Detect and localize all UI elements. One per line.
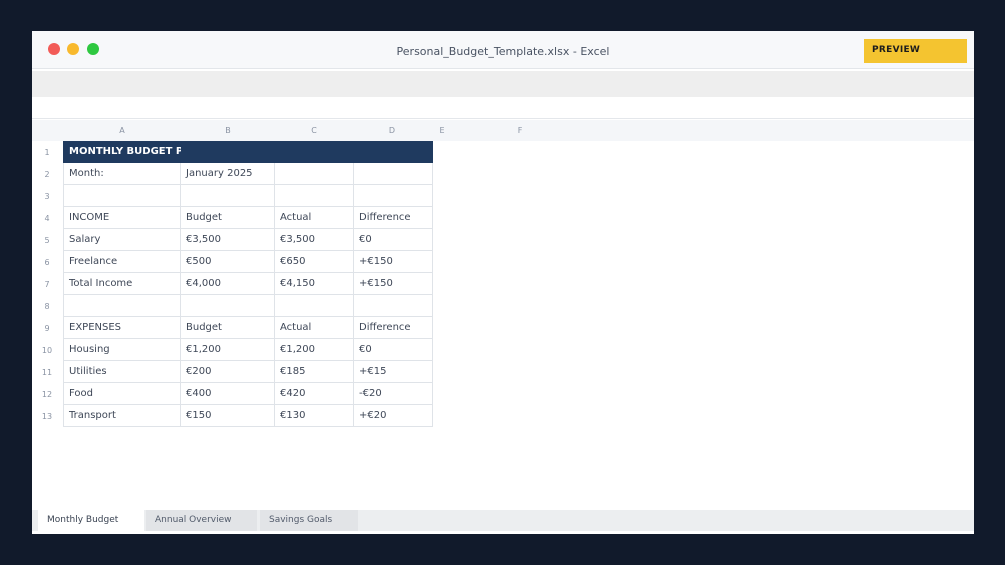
cell-difference-header[interactable]: Difference: [354, 207, 433, 229]
cell[interactable]: €3,500: [275, 229, 354, 251]
preview-badge[interactable]: PREVIEW: [864, 39, 967, 63]
cell[interactable]: Freelance: [63, 251, 181, 273]
column-header-c[interactable]: C: [311, 126, 317, 135]
cell[interactable]: [354, 295, 433, 317]
column-header-f[interactable]: F: [517, 126, 523, 135]
cell[interactable]: [275, 163, 354, 185]
cell[interactable]: Food: [63, 383, 181, 405]
cell[interactable]: Utilities: [63, 361, 181, 383]
cell[interactable]: +€150: [354, 273, 433, 295]
row-number[interactable]: 11: [41, 368, 53, 377]
cell[interactable]: Salary: [63, 229, 181, 251]
cell[interactable]: €1,200: [181, 339, 275, 361]
column-header-b[interactable]: B: [225, 126, 231, 135]
title-cell[interactable]: MONTHLY BUDGET PLANNER: [63, 141, 433, 163]
window-title: Personal_Budget_Template.xlsx - Excel: [396, 45, 610, 58]
cell[interactable]: €650: [275, 251, 354, 273]
minimize-window-button[interactable]: [67, 43, 79, 55]
cell[interactable]: [275, 185, 354, 207]
close-window-button[interactable]: [48, 43, 60, 55]
cell[interactable]: [181, 295, 275, 317]
cell[interactable]: €420: [275, 383, 354, 405]
row-number[interactable]: 1: [44, 148, 50, 157]
tab-monthly-budget[interactable]: Monthly Budget: [38, 510, 144, 531]
cell-expenses-header[interactable]: EXPENSES: [63, 317, 181, 339]
cell[interactable]: €150: [181, 405, 275, 427]
cell-month-label[interactable]: Month:: [63, 163, 181, 185]
row-number[interactable]: 10: [41, 346, 53, 355]
sheet-tab-bar: Monthly Budget Annual Overview Savings G…: [32, 510, 974, 531]
excel-window: Personal_Budget_Template.xlsx - Excel PR…: [32, 31, 974, 534]
cell[interactable]: [354, 163, 433, 185]
cell[interactable]: €1,200: [275, 339, 354, 361]
cell-difference-header[interactable]: Difference: [354, 317, 433, 339]
row-number[interactable]: 9: [44, 324, 50, 333]
cell[interactable]: €200: [181, 361, 275, 383]
cell[interactable]: [63, 185, 181, 207]
cell[interactable]: [275, 295, 354, 317]
cell-income-header[interactable]: INCOME: [63, 207, 181, 229]
cell[interactable]: +€20: [354, 405, 433, 427]
cell[interactable]: +€150: [354, 251, 433, 273]
cell[interactable]: -€20: [354, 383, 433, 405]
row-number[interactable]: 2: [44, 170, 50, 179]
column-header-e[interactable]: E: [439, 126, 445, 135]
cell[interactable]: Transport: [63, 405, 181, 427]
column-header-row: A B C D E F: [32, 120, 974, 141]
title-bar: Personal_Budget_Template.xlsx - Excel PR…: [32, 31, 974, 69]
cell[interactable]: Housing: [63, 339, 181, 361]
cell[interactable]: €4,150: [275, 273, 354, 295]
column-header-a[interactable]: A: [119, 126, 125, 135]
cell[interactable]: €185: [275, 361, 354, 383]
tab-savings-goals[interactable]: Savings Goals: [260, 510, 358, 531]
cell[interactable]: €500: [181, 251, 275, 273]
cell[interactable]: €0: [354, 339, 433, 361]
cell[interactable]: +€15: [354, 361, 433, 383]
cell[interactable]: €0: [354, 229, 433, 251]
cell[interactable]: [181, 185, 275, 207]
row-number[interactable]: 4: [44, 214, 50, 223]
row-number[interactable]: 13: [41, 412, 53, 421]
cell[interactable]: €400: [181, 383, 275, 405]
row-number[interactable]: 8: [44, 302, 50, 311]
cell[interactable]: [63, 295, 181, 317]
row-number[interactable]: 6: [44, 258, 50, 267]
cell[interactable]: €4,000: [181, 273, 275, 295]
row-number[interactable]: 3: [44, 192, 50, 201]
cell-budget-header[interactable]: Budget: [181, 207, 275, 229]
row-number[interactable]: 7: [44, 280, 50, 289]
row-number[interactable]: 12: [41, 390, 53, 399]
ribbon-toolbar: [32, 71, 974, 97]
column-header-d[interactable]: D: [388, 126, 396, 135]
cell[interactable]: Total Income: [63, 273, 181, 295]
cell[interactable]: [354, 185, 433, 207]
tab-annual-overview[interactable]: Annual Overview: [146, 510, 257, 531]
cell-budget-header[interactable]: Budget: [181, 317, 275, 339]
formula-bar[interactable]: [32, 97, 974, 119]
cell-month-value[interactable]: January 2025: [181, 163, 275, 185]
cell-actual-header[interactable]: Actual: [275, 207, 354, 229]
maximize-window-button[interactable]: [87, 43, 99, 55]
row-number[interactable]: 5: [44, 236, 50, 245]
cell[interactable]: €130: [275, 405, 354, 427]
cell-actual-header[interactable]: Actual: [275, 317, 354, 339]
cell[interactable]: €3,500: [181, 229, 275, 251]
title-cell-text: MONTHLY BUDGET PLANNER: [69, 146, 181, 157]
